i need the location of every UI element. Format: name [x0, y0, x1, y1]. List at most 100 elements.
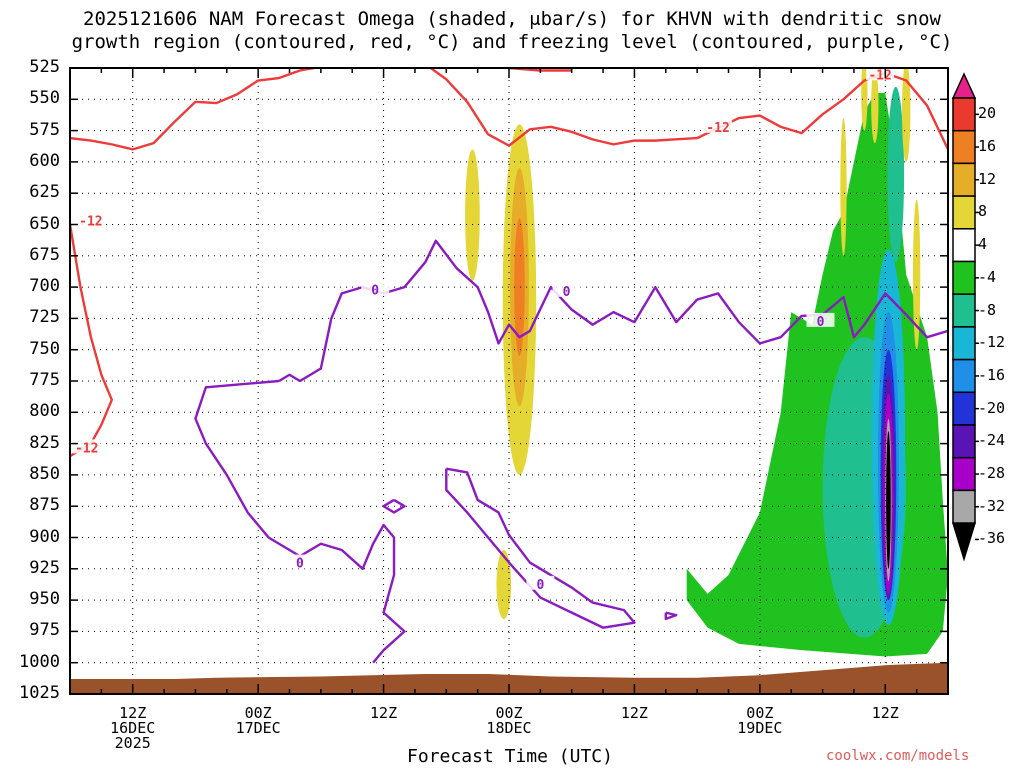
x-tick-label: 00Z 18DEC [464, 706, 554, 736]
colorbar-label: -8 [978, 300, 997, 319]
colorbar [951, 72, 979, 562]
x-tick-label: 00Z 19DEC [715, 706, 805, 736]
credit-link[interactable]: coolwx.com/models [826, 748, 970, 764]
colorbar-bin [952, 260, 976, 295]
colorbar-bin [951, 522, 977, 562]
x-tick-label-line: 19DEC [737, 719, 783, 737]
colorbar-label: -32 [978, 496, 1006, 515]
freezing-contour-label: 0 [817, 315, 825, 330]
dgz-contour-label: -12 [706, 121, 729, 136]
colorbar-bin [952, 358, 976, 394]
y-tick-label: 850 [29, 463, 60, 484]
x-tick-label: 12Z [339, 706, 429, 721]
colorbar-bin [952, 162, 976, 197]
x-tick-label-line: 16DEC [110, 719, 156, 737]
y-tick-label: 825 [29, 432, 60, 453]
dgz-contour-label-bg [704, 118, 733, 133]
colorbar-label: -16 [978, 365, 1006, 384]
colorbar-bin [952, 97, 976, 132]
colorbar-label: -28 [978, 464, 1006, 483]
y-tick-label: 675 [29, 244, 60, 265]
omega-sinking-min [886, 431, 891, 569]
colorbar-label: -20 [978, 398, 1006, 417]
omega-rising-area [840, 118, 847, 256]
terrain [70, 662, 948, 694]
omega-rising-area [465, 149, 480, 281]
colorbar-bin [952, 326, 976, 361]
x-tick-label-line: 12Z [620, 704, 648, 722]
y-tick-label: 725 [29, 307, 60, 328]
colorbar-label: 20 [978, 104, 997, 123]
y-tick-label: 625 [29, 182, 60, 203]
omega-shading [465, 68, 948, 657]
colorbar-bin [952, 456, 976, 492]
colorbar-bin [952, 195, 976, 230]
x-tick-label-line: 00Z [495, 704, 523, 722]
y-tick-label: 975 [29, 620, 60, 641]
freezing-contour-label: 0 [296, 557, 304, 572]
colorbar-bin [952, 228, 976, 263]
x-tick-label: 00Z 17DEC [213, 706, 303, 736]
colorbar-label: -36 [978, 529, 1006, 548]
colorbar-label: 16 [978, 137, 997, 156]
ground-terrain [70, 662, 948, 694]
colorbar-bin [951, 72, 977, 99]
x-tick-label-line: 18DEC [486, 719, 532, 737]
omega-rising-max [514, 218, 525, 356]
y-tick-label: 700 [29, 276, 60, 297]
y-tick-label: 575 [29, 119, 60, 140]
y-tick-label: 900 [29, 526, 60, 547]
x-tick-label-line: 12Z [119, 704, 147, 722]
y-tick-label: 650 [29, 213, 60, 234]
x-tick-label: 12Z [840, 706, 930, 721]
colorbar-bin [952, 293, 976, 328]
x-tick-label-line: 12Z [871, 704, 899, 722]
chart-title-line-2: growth region (contoured, red, °C) and f… [71, 31, 953, 53]
y-tick-label: 950 [29, 589, 60, 610]
freezing-level-contour [382, 498, 406, 514]
chart-title-line-1: 2025121606 NAM Forecast Omega (shaded, μ… [83, 8, 941, 30]
y-tick-label: 800 [29, 401, 60, 422]
grid [70, 67, 948, 695]
x-tick-label-line: 00Z [746, 704, 774, 722]
freezing-contour-label-bg [552, 282, 581, 297]
y-tick-label: 1025 [19, 683, 60, 703]
freezing-level-contour [445, 467, 636, 629]
x-tick-label-line: 12Z [370, 704, 398, 722]
dgz-contour-label-bg [866, 68, 895, 81]
colorbar-label: 4 [978, 235, 988, 254]
freezing-contour-label-bg [285, 554, 314, 569]
y-tick-label: 875 [29, 495, 60, 516]
freezing-contour-label: 0 [563, 285, 571, 300]
dgz-contour-label-bg [76, 212, 105, 227]
y-tick-label: 1000 [19, 651, 60, 672]
colorbar-label: 8 [978, 202, 988, 221]
y-tick-label: 600 [29, 150, 60, 171]
y-tick-label: 925 [29, 557, 60, 578]
y-tick-label: 525 [29, 57, 60, 77]
x-tick-label: 12Z 16DEC 2025 [88, 706, 178, 751]
x-axis-title: Forecast Time (UTC) [407, 746, 613, 767]
freezing-contour-label-bg [526, 575, 555, 590]
x-tick-label-line: 2025 [114, 734, 151, 752]
y-tick-label: 750 [29, 338, 60, 359]
omega-rising-area [496, 550, 512, 619]
freezing-contour-label: 0 [371, 284, 379, 299]
omega-rising-area [912, 199, 921, 350]
x-tick-label-line: 00Z [244, 704, 272, 722]
freezing-contour-label-bg [361, 281, 390, 296]
dgz-contour-label: -12 [79, 215, 102, 230]
freezing-level-contours: 0 0 0 0 0 [194, 239, 948, 664]
colorbar-bin [952, 129, 976, 165]
dgz-contour-label: -12 [75, 441, 98, 456]
x-tick-label-line: 17DEC [235, 719, 281, 737]
colorbar-label: 12 [978, 169, 997, 188]
freezing-contour-label-bg [806, 312, 835, 327]
dgz-contours: -12 -12 -12 -12 [70, 68, 948, 458]
omega-sinking-teal [887, 86, 905, 263]
plot-frame [69, 67, 949, 695]
omega-rising-area [871, 68, 879, 144]
freezing-contour-label: 0 [536, 578, 544, 593]
colorbar-label: -12 [978, 333, 1006, 352]
